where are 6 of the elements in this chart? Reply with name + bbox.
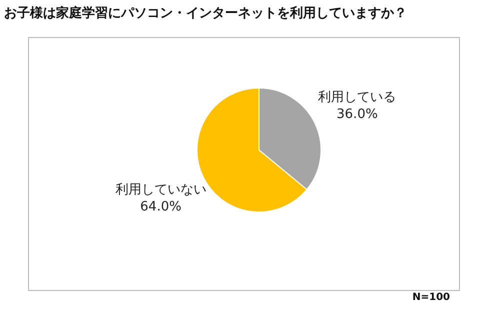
data-label: 36.0%: [336, 107, 378, 122]
chart-title: お子様は家庭学習にパソコン・インターネットを利用していますか？: [4, 4, 407, 22]
slice-label: 利用している: [318, 90, 396, 106]
data-label: 64.0%: [140, 199, 182, 214]
slice-label: 利用していない: [115, 182, 206, 198]
text: N=100: [412, 292, 450, 303]
